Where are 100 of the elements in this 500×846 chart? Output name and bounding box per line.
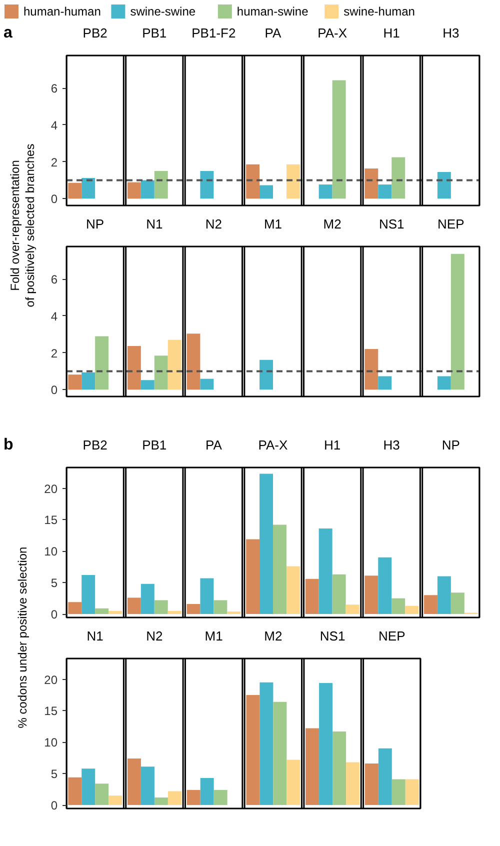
x-tick-label: N2 [205, 216, 222, 232]
bar [318, 528, 332, 614]
bar [82, 372, 96, 390]
bar [200, 578, 214, 614]
bar [319, 683, 333, 806]
x-tick-label: PB2 [82, 26, 108, 40]
x-tick-label: PA-X [318, 26, 348, 40]
bar [305, 578, 319, 614]
bar [378, 376, 392, 390]
bar [154, 171, 168, 199]
y-tick-label: 10 [44, 736, 58, 750]
bar [200, 171, 214, 199]
bar [68, 777, 82, 806]
bar [286, 566, 300, 614]
bar [140, 180, 154, 199]
bar [200, 778, 214, 806]
bar [82, 178, 96, 199]
bar [68, 374, 82, 390]
bar [140, 584, 154, 614]
y-tick-label: 6 [50, 82, 58, 96]
bar [200, 378, 214, 390]
x-tick-label: NEP [438, 216, 464, 232]
bar [68, 602, 82, 614]
y-axis-title: % codons under positive selection [16, 546, 30, 728]
text: b [4, 436, 14, 454]
bar [318, 184, 332, 199]
bar [246, 694, 260, 806]
y-tick-label: 4 [50, 118, 58, 132]
bar [127, 182, 141, 199]
bar [273, 702, 287, 806]
bar [437, 172, 451, 199]
bar [168, 791, 182, 806]
y-tick-label: 0 [50, 798, 58, 813]
x-tick-label: PA [206, 438, 222, 452]
bar [127, 346, 141, 390]
y-tick-label: 5 [50, 576, 58, 590]
bar [450, 592, 464, 614]
x-tick-label: PB2 [82, 438, 108, 452]
x-tick-label: NP [442, 438, 460, 452]
bar [424, 595, 438, 614]
bar [68, 182, 82, 199]
y-tick-label: 5 [50, 767, 58, 782]
x-tick-label: M2 [264, 628, 282, 644]
bar [364, 168, 378, 199]
y-tick-label: 4 [50, 309, 58, 324]
bar [364, 764, 378, 806]
bar [168, 340, 182, 390]
bar [186, 604, 200, 614]
y-tick-label: 2 [50, 346, 58, 360]
bar [378, 557, 392, 614]
legend-label: swine-swine [130, 4, 196, 18]
bar [364, 348, 378, 390]
bar [186, 334, 200, 390]
x-tick-label: M2 [323, 216, 342, 232]
x-tick-label: H3 [383, 438, 400, 452]
bar [286, 164, 300, 199]
y-tick-label: 0 [50, 608, 58, 622]
bar [260, 185, 273, 199]
bar [260, 682, 274, 806]
bar [108, 610, 122, 614]
bar [246, 539, 260, 614]
x-tick-label: NP [86, 216, 104, 232]
x-tick-label: N2 [146, 628, 163, 644]
x-tick-label: H1 [324, 438, 341, 452]
y-tick-label: 20 [44, 482, 58, 496]
bar [332, 80, 346, 199]
bar [127, 598, 141, 614]
y-tick-label: 0 [50, 383, 58, 398]
y-tick-label: 0 [50, 192, 58, 206]
bar [214, 790, 228, 806]
bar [127, 758, 141, 806]
bar [82, 575, 96, 614]
y-tick-label: 6 [50, 272, 58, 287]
y-tick-label: 15 [44, 704, 58, 718]
bar [346, 604, 360, 614]
bar [286, 760, 300, 806]
bar [95, 336, 109, 390]
x-tick-label: NS1 [320, 628, 346, 644]
bar [154, 797, 168, 806]
x-tick-label: PB1 [142, 438, 167, 452]
bar [273, 524, 286, 614]
x-tick-label: N1 [146, 216, 163, 232]
legend-label: human-swine [236, 4, 309, 18]
bar [214, 600, 228, 614]
bar [405, 779, 419, 806]
bar [227, 612, 241, 614]
bar [405, 606, 419, 614]
bar [437, 376, 451, 390]
legend-label: human-human [24, 4, 101, 18]
bar [140, 380, 154, 390]
bar [392, 598, 406, 614]
x-tick-label: H3 [442, 26, 460, 40]
x-tick-label: H1 [383, 26, 400, 40]
x-tick-label: N1 [86, 628, 104, 644]
x-tick-label: NS1 [378, 216, 404, 232]
y-tick-label: 10 [44, 544, 58, 559]
bar [186, 790, 200, 806]
x-tick-label: PA [264, 26, 282, 40]
bar [95, 784, 109, 806]
bar [95, 608, 109, 614]
